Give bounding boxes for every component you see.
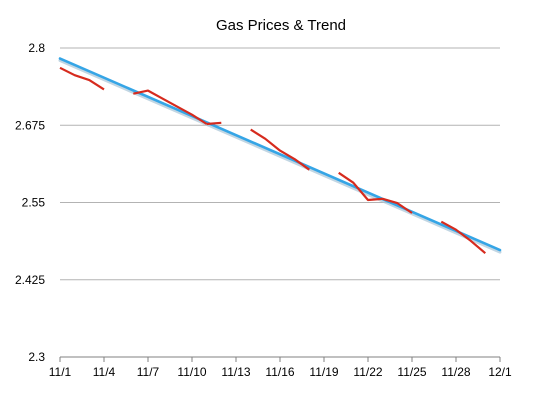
x-axis-ticks: 11/1 11/4 11/7 11/10 11/13 11/16 11/19 11/22 11/… (49, 357, 512, 379)
y-tick-label: 2.3 (28, 350, 45, 364)
price-line-segment (133, 89, 208, 125)
x-tick-label: 11/10 (177, 365, 206, 379)
price-line-segment (59, 66, 105, 91)
gridlines (60, 47, 500, 358)
x-tick-label: 11/28 (441, 365, 470, 379)
x-tick-label: 12/1 (488, 365, 512, 379)
x-tick-label: 11/1 (49, 365, 72, 379)
x-tick-label: 11/13 (221, 365, 250, 379)
x-tick-label: 11/16 (265, 365, 294, 379)
y-axis-ticks: 2.3 2.425 2.55 2.675 2.8 (15, 41, 45, 364)
price-line-segment (250, 128, 310, 171)
y-tick-label: 2.8 (28, 41, 45, 55)
x-tick-label: 11/22 (353, 365, 382, 379)
x-tick-label: 11/7 (137, 365, 160, 379)
x-tick-label: 11/4 (93, 365, 116, 379)
y-tick-label: 2.425 (15, 273, 45, 287)
price-line-segment (206, 121, 222, 126)
chart-title: Gas Prices & Trend (216, 17, 346, 34)
series-lines (58, 57, 502, 255)
x-tick-label: 11/19 (309, 365, 338, 379)
price-line-segment (338, 171, 413, 214)
y-tick-label: 2.675 (15, 118, 45, 132)
price-line-segment (440, 220, 487, 255)
x-tick-label: 11/25 (397, 365, 426, 379)
y-tick-label: 2.55 (22, 196, 46, 210)
trend-line-shadow (58, 59, 502, 254)
trend-line (58, 57, 502, 252)
